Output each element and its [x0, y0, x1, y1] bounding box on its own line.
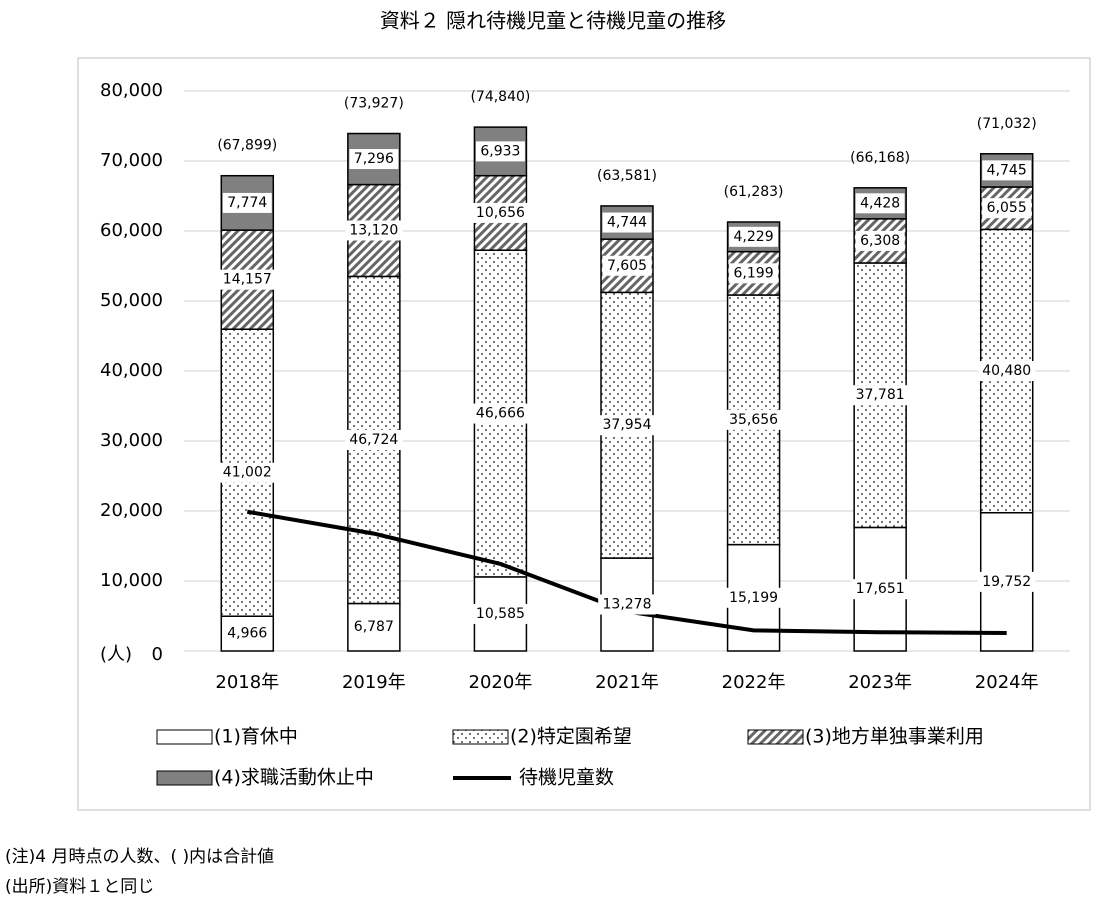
legend-label: (1)育休中: [214, 726, 298, 748]
label-box: [851, 385, 909, 406]
y-tick-label: 10,000: [100, 570, 163, 591]
y-tick-label: 0: [152, 644, 163, 665]
data-label: 37,954: [603, 417, 652, 433]
data-label: 17,651: [856, 581, 905, 597]
y-tick-label: 40,000: [100, 360, 163, 381]
label-box: [345, 429, 403, 450]
x-tick-label: 2019年: [342, 672, 406, 693]
y-tick-label: 30,000: [100, 430, 163, 451]
data-label: 4,428: [860, 195, 900, 211]
label-box: [222, 623, 272, 644]
data-label: 4,744: [607, 215, 647, 231]
legend-label: 待機児童数: [519, 767, 614, 789]
label-box: [349, 617, 399, 638]
data-label: 19,752: [982, 574, 1031, 590]
data-label: 10,585: [476, 606, 525, 622]
label-box: [349, 149, 399, 170]
label-box: [475, 141, 525, 162]
data-label: 7,296: [354, 151, 394, 167]
label-box: [471, 202, 530, 223]
y-tick-label: 50,000: [100, 290, 163, 311]
data-label: 10,656: [476, 205, 525, 221]
y-unit-label: (人): [100, 644, 132, 665]
data-label: 6,199: [734, 265, 774, 281]
data-label: 7,774: [227, 195, 267, 211]
data-label: 14,157: [223, 272, 272, 288]
x-tick-label: 2021年: [595, 672, 659, 693]
label-box: [222, 192, 272, 213]
label-box: [977, 571, 1036, 592]
data-label: 46,724: [349, 432, 398, 448]
data-label: 4,229: [734, 229, 774, 245]
data-label: 15,199: [729, 590, 778, 606]
label-box: [218, 269, 277, 290]
chart-frame: [77, 57, 1091, 811]
data-label: 6,055: [987, 200, 1027, 216]
x-tick-label: 2023年: [848, 672, 912, 693]
label-box: [977, 361, 1036, 382]
data-label: 37,781: [856, 387, 905, 403]
label-box: [598, 415, 656, 436]
data-label: 13,120: [349, 223, 398, 239]
label-box: [345, 220, 403, 241]
total-label: (67,899): [217, 138, 277, 154]
label-box: [218, 462, 277, 483]
chart-title: 資料２ 隠れ待機児童と待機児童の推移: [380, 9, 726, 33]
legend-swatch: [156, 770, 213, 786]
legend-swatch: [747, 729, 804, 745]
label-box: [982, 198, 1032, 219]
legend-label: (4)求職活動休止中: [214, 767, 374, 789]
label-box: [724, 409, 783, 430]
data-label: 6,933: [480, 143, 520, 159]
label-box: [471, 603, 530, 624]
data-label: 7,605: [607, 258, 647, 274]
y-tick-label: 20,000: [100, 500, 163, 521]
legend-label: (3)地方単独事業利用: [805, 726, 984, 748]
total-label: (73,927): [344, 96, 404, 112]
label-box: [598, 594, 656, 615]
y-tick-label: 70,000: [100, 150, 163, 171]
x-tick-label: 2020年: [469, 672, 533, 693]
label-box: [855, 193, 905, 214]
data-label: 4,745: [987, 162, 1027, 178]
note: (出所)資料１と同じ: [5, 877, 154, 897]
data-label: 13,278: [603, 597, 652, 613]
total-label: (66,168): [850, 150, 910, 166]
label-box: [729, 226, 779, 247]
data-label: 41,002: [223, 465, 272, 481]
total-label: (71,032): [977, 116, 1037, 132]
label-box: [602, 255, 652, 276]
label-box: [724, 587, 783, 608]
data-label: 6,308: [860, 233, 900, 249]
label-box: [851, 579, 909, 600]
data-label: 4,966: [227, 626, 267, 642]
data-label: 35,656: [729, 412, 778, 428]
label-box: [471, 403, 530, 424]
legend-label: (2)特定園希望: [510, 726, 632, 748]
data-label: 6,787: [354, 619, 394, 635]
total-label: (74,840): [470, 89, 530, 105]
legend-swatch: [452, 729, 509, 745]
total-label: (61,283): [724, 184, 784, 200]
label-box: [602, 212, 652, 233]
x-tick-label: 2018年: [215, 672, 279, 693]
x-tick-label: 2024年: [975, 672, 1039, 693]
x-tick-label: 2022年: [722, 672, 786, 693]
note: (注)4 月時点の人数、( )内は合計値: [5, 847, 274, 867]
data-label: 40,480: [982, 363, 1031, 379]
y-tick-label: 60,000: [100, 220, 163, 241]
label-box: [982, 160, 1032, 181]
total-label: (63,581): [597, 168, 657, 184]
label-box: [855, 230, 905, 251]
data-label: 46,666: [476, 406, 525, 422]
y-tick-label: 80,000: [100, 80, 163, 101]
legend-swatch: [156, 729, 213, 745]
label-box: [729, 263, 779, 284]
